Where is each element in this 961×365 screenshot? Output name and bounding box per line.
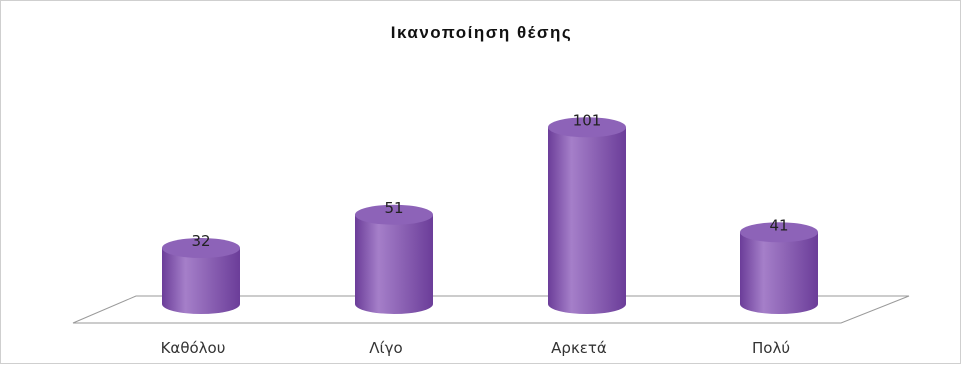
category-label-4: Πολύ <box>752 339 790 357</box>
category-label-2: Λίγο <box>369 339 402 357</box>
bar-3 <box>548 117 626 314</box>
bar-2 <box>355 205 433 314</box>
bar-4 <box>740 222 818 314</box>
bar-body-3 <box>548 127 626 314</box>
value-label-2: 51 <box>384 199 403 217</box>
value-label-1: 32 <box>191 232 210 250</box>
value-label-3: 101 <box>573 111 602 129</box>
category-label-1: Καθόλου <box>161 339 226 357</box>
category-label-3: Αρκετά <box>551 339 607 357</box>
value-label-4: 41 <box>769 216 788 234</box>
bar-body-2 <box>355 215 433 314</box>
bar-body-4 <box>740 232 818 314</box>
